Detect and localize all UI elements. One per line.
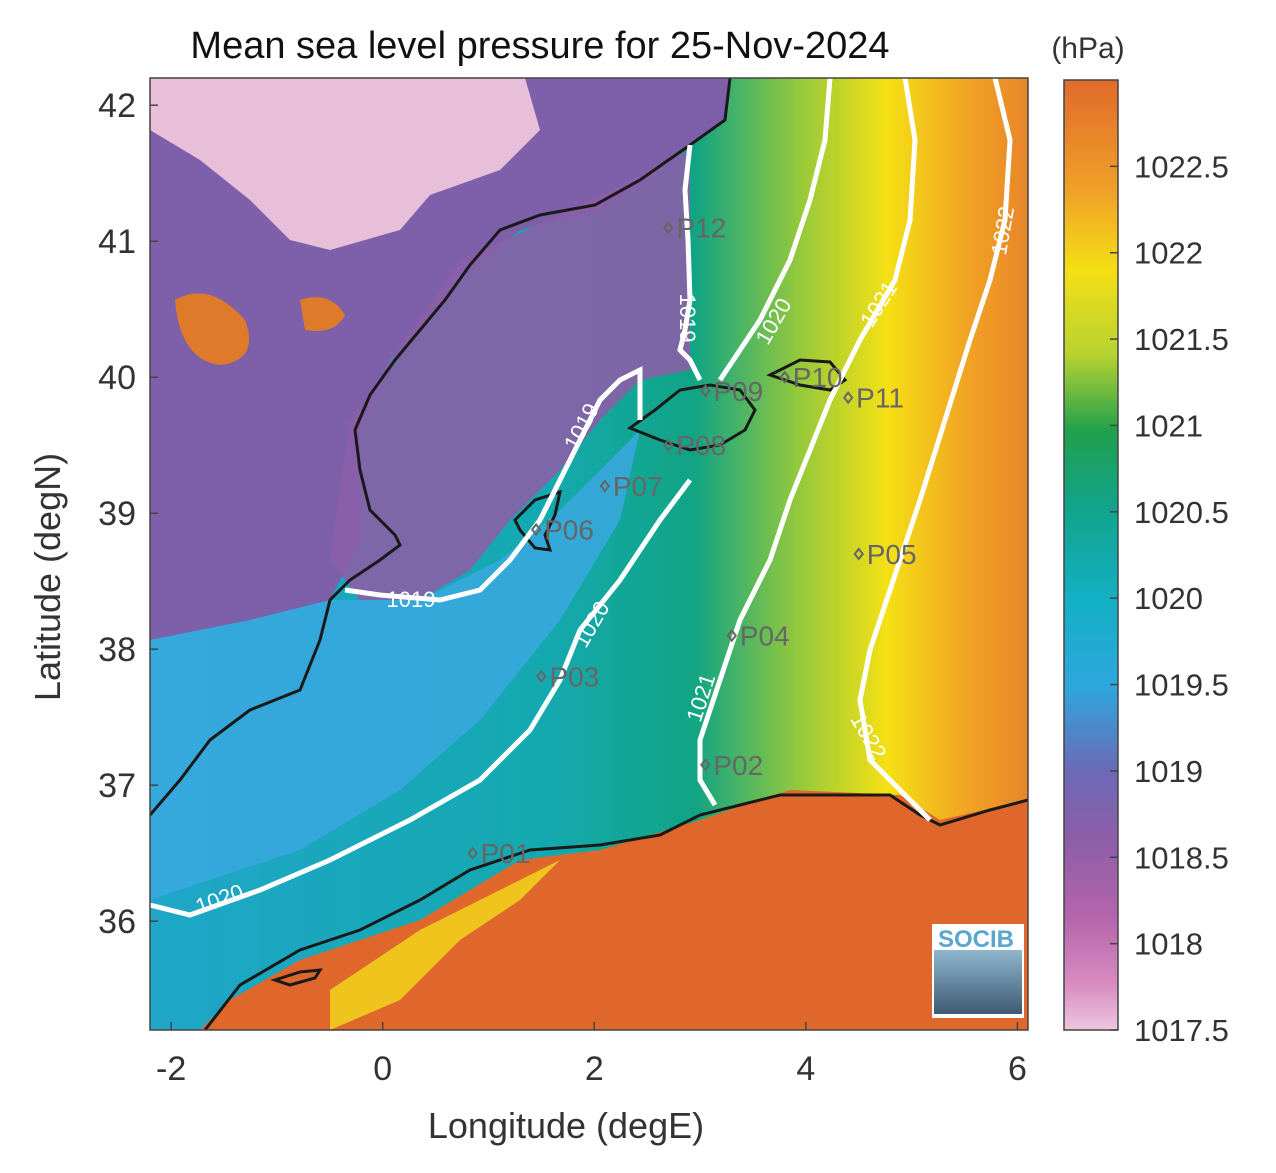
colorbar-ticks: 1017.5 1018 1018.5 1019 1019.5 1020 1020.5 1021… <box>1110 149 1229 1048</box>
station-marker <box>663 220 674 235</box>
contour-label-1019-a: 1019 <box>387 587 436 612</box>
station-label: P10 <box>793 362 843 393</box>
station-label: P01 <box>481 838 531 869</box>
station-label: P04 <box>740 621 790 652</box>
contour-1019-west <box>344 365 643 603</box>
station-marker <box>700 384 711 398</box>
contour-1022 <box>857 78 1013 822</box>
y-tick-label: 37 <box>98 767 136 805</box>
contour-label-1019-c: 1019 <box>675 294 700 343</box>
alboran-island <box>270 968 323 987</box>
station-marker <box>853 547 865 561</box>
x-axis-ticks: -2 0 2 4 6 <box>156 1022 1027 1088</box>
colorbar-tick-label: 1020 <box>1134 581 1203 616</box>
x-tick-label: 4 <box>796 1050 815 1088</box>
station-marker <box>663 438 674 452</box>
colorbar-tick-label: 1020.5 <box>1134 495 1229 530</box>
station-marker <box>726 628 738 643</box>
x-axis-label: Longitude (degE) <box>428 1105 704 1146</box>
y-tick-label: 36 <box>98 903 136 941</box>
lowest-pressure-region <box>150 78 540 250</box>
colorbar-tick-label: 1022 <box>1134 236 1203 271</box>
station-label: P03 <box>549 661 599 692</box>
x-tick-label: 6 <box>1008 1050 1027 1088</box>
iberia-coastline <box>150 78 732 816</box>
station-marker <box>779 370 790 384</box>
station-label: P08 <box>676 430 726 461</box>
colorbar-gradient <box>1063 79 1119 1031</box>
logo-text: SOCIB <box>938 926 1014 953</box>
station-marker <box>536 669 547 684</box>
pressure-contours <box>150 78 1013 918</box>
station-marker <box>530 522 542 537</box>
y-tick-label: 40 <box>98 359 136 397</box>
station-markers: P01 P02 P03 P04 P05 P06 P07 P08 P09 P10 P11 P12 <box>467 213 917 869</box>
station-label: P05 <box>867 539 917 570</box>
x-tick-label: -2 <box>156 1050 186 1088</box>
station-marker <box>467 846 478 860</box>
colorbar-tick-label: 1019 <box>1134 754 1203 789</box>
y-axis-ticks: 36 37 38 39 40 41 42 <box>98 87 158 941</box>
y-axis-label: Latitude (degN) <box>27 453 68 701</box>
y-tick-label: 42 <box>98 87 136 125</box>
station-label: P09 <box>713 376 763 407</box>
colorbar-tick-label: 1018 <box>1134 927 1203 962</box>
station-label: P02 <box>713 750 763 781</box>
colorbar-tick-label: 1021.5 <box>1134 322 1229 357</box>
africa-coast-gradient <box>330 860 560 1030</box>
station-label: P12 <box>676 213 726 244</box>
station-label: P11 <box>856 383 904 414</box>
colorbar-unit-label: (hPa) <box>1051 32 1124 65</box>
inland-high-blob <box>175 293 250 365</box>
colorbar-tick-label: 1018.5 <box>1134 840 1229 875</box>
socib-logo: SOCIB <box>932 924 1024 1018</box>
low-pressure-sea <box>330 150 690 600</box>
station-marker <box>842 390 854 405</box>
station-label: P07 <box>613 471 663 502</box>
y-tick-label: 41 <box>98 223 136 261</box>
station-marker <box>599 479 611 493</box>
colorbar-tick-label: 1022.5 <box>1134 149 1229 184</box>
x-tick-label: 2 <box>585 1050 604 1088</box>
colorbar-tick-label: 1017.5 <box>1134 1013 1229 1048</box>
inland-high-blob-2 <box>300 297 345 331</box>
mallorca-coastline <box>626 383 757 452</box>
contour-1021 <box>697 78 918 807</box>
colorbar-tick-label: 1019.5 <box>1134 668 1229 703</box>
chart-title: Mean sea level pressure for 25-Nov-2024 <box>190 25 889 67</box>
x-tick-label: 0 <box>373 1050 392 1088</box>
contour-1020-south <box>150 478 692 918</box>
y-tick-label: 38 <box>98 631 136 669</box>
station-label: P06 <box>544 515 594 546</box>
contour-1019-north <box>677 144 703 382</box>
map-frame <box>149 77 1029 1031</box>
map-area: 1019 1019 1019 1020 1020 1020 1021 1021 … <box>150 78 1028 1030</box>
contour-1020-north <box>717 78 833 382</box>
colorbar: (hPa) 1017.5 1018 1018.5 1019 1019.5 1020 1020… <box>1051 32 1229 1048</box>
menorca-coastline <box>766 358 848 392</box>
colorbar-tick-label: 1021 <box>1134 408 1203 443</box>
y-tick-label: 39 <box>98 495 136 533</box>
station-marker <box>700 758 711 772</box>
